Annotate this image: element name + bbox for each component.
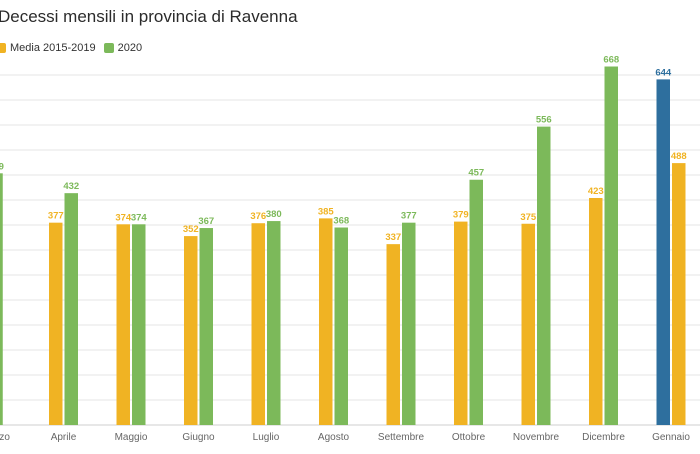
bar-giugno-media-2015-2019 [184,236,198,425]
data-label-ottobre-2020: 457 [468,168,484,179]
bar-marzo-2020 [0,173,3,425]
x-tick-maggio: Maggio [115,432,148,443]
bars [0,66,686,426]
bar-settembre-2020 [402,222,416,425]
x-tick-novembre: Novembre [513,432,560,443]
legend-swatch-2020 [103,43,114,53]
data-label-marzo-2020: 469 [0,161,4,172]
bar-aprile-media-2015-2019 [49,222,63,425]
bar-maggio-2020 [132,224,146,425]
x-tick-settembre: Settembre [378,432,425,443]
legend: Media 2015-2019 2020 [0,42,150,54]
data-label-novembre-media-2015-2019: 375 [520,212,537,223]
data-label-dicembre-media-2015-2019: 423 [588,186,604,197]
data-label-agosto-2020: 368 [333,216,349,227]
data-label-maggio-2020: 374 [131,212,148,223]
x-tick-aprile: Aprile [51,432,77,443]
data-label-giugno-media-2015-2019: 352 [183,224,199,235]
x-tick-dicembre: Dicembre [582,432,625,443]
data-label-agosto-media-2015-2019: 385 [318,206,335,217]
data-label-settembre-2020: 377 [401,211,417,222]
data-label-dicembre-2020: 668 [603,55,619,66]
data-label-aprile-media-2015-2019: 377 [48,211,64,222]
bar-gennaio-2021 [656,79,670,426]
data-label-settembre-media-2015-2019: 337 [385,232,401,243]
bar-dicembre-2020 [604,66,618,426]
data-label-gennaio-2021: 644 [655,67,672,78]
legend-label-media: Media 2015-2019 [10,42,96,54]
x-tick-agosto: Agosto [318,432,350,443]
legend-item-media[interactable]: Media 2015-2019 [0,42,96,54]
bar-aprile-2020 [64,193,78,425]
data-label-gennaio-media-2015-2019: 488 [671,151,687,162]
x-tick-marzo: Marzo [0,432,10,443]
data-label-luglio-2020: 380 [266,209,282,220]
chart-title: Decessi mensili in provincia di Ravenna [0,7,298,26]
bar-novembre-media-2015-2019 [521,223,535,425]
x-tick-ottobre: Ottobre [452,432,486,443]
x-tick-giugno: Giugno [182,432,215,443]
bar-ottobre-media-2015-2019 [454,221,468,425]
data-labels: 4693774323743743523673763803853683373773… [0,55,687,244]
x-tick-luglio: Luglio [253,432,280,443]
data-label-luglio-media-2015-2019: 376 [250,211,266,222]
bar-agosto-media-2015-2019 [319,218,333,425]
bar-luglio-2020 [267,221,281,425]
legend-item-2020[interactable]: 2020 [103,42,143,54]
bar-gennaio-media-2015-2019 [672,163,686,425]
bar-luglio-media-2015-2019 [251,223,265,425]
bar-agosto-2020 [334,227,348,425]
legend-label-2020: 2020 [117,42,143,54]
legend-swatch-media [0,43,6,53]
bar-maggio-media-2015-2019 [116,224,130,425]
data-label-giugno-2020: 367 [198,216,214,227]
x-tick-labels: Marzo Aprile Maggio Giugno Luglio Agosto Sette… [0,432,690,443]
data-label-maggio-media-2015-2019: 374 [115,212,132,223]
bar-dicembre-media-2015-2019 [589,197,603,425]
bar-settembre-media-2015-2019 [386,244,400,425]
bar-ottobre-2020 [469,179,483,425]
x-tick-gennaio: Gennaio [652,432,690,443]
data-label-novembre-2020: 556 [536,115,552,126]
data-label-ottobre-media-2015-2019: 379 [453,210,469,221]
bar-novembre-2020 [537,126,551,425]
data-label-aprile-2020: 432 [63,181,79,192]
bar-giugno-2020 [199,228,213,425]
